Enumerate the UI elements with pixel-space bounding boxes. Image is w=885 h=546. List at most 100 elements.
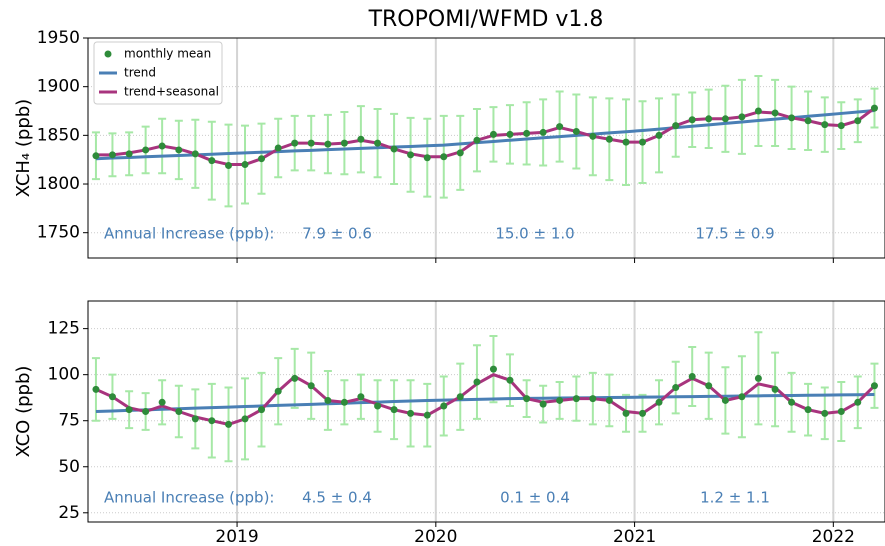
point [307,139,315,147]
point [721,115,729,123]
annotation: 0.1 ± 0.4 [500,489,570,507]
plot-area [91,74,879,208]
point [788,114,796,122]
y-axis-label: XCH₄ (ppb) [13,99,34,197]
point [158,398,166,406]
annotation: 1.2 ± 1.1 [700,489,770,507]
x-tick-label: 2021 [613,527,656,546]
point [407,151,415,159]
point [721,396,729,404]
point [688,116,696,124]
point [672,122,680,130]
annotation: 7.9 ± 0.6 [302,225,372,243]
point [605,135,613,143]
point [324,396,332,404]
point [191,415,199,423]
point [639,409,647,417]
point [208,417,216,425]
point [340,139,348,147]
plot-frame [87,37,885,259]
point [639,138,647,146]
point [456,393,464,401]
point [854,117,862,125]
point [738,393,746,401]
point [837,122,845,130]
point [125,406,133,414]
point [390,145,398,153]
annotation: 15.0 ± 1.0 [495,225,574,243]
point [241,161,249,169]
point [821,409,829,417]
point [125,150,133,158]
point [605,396,613,404]
point [142,408,150,415]
point [357,393,365,401]
point [539,128,547,136]
x-tick-label: 2022 [812,527,855,546]
point [307,382,315,390]
point [821,121,829,129]
point [423,154,431,162]
point [589,395,597,403]
point [489,130,497,138]
annotation: Annual Increase (ppb): [104,225,274,243]
legend-marker [104,50,112,58]
point [854,398,862,406]
point [108,151,116,159]
point [258,406,266,414]
y-tick-label: 1800 [37,174,80,194]
point [274,387,282,395]
point [655,398,663,406]
annotation: 17.5 ± 0.9 [695,225,774,243]
y-tick-label: 1950 [37,28,80,48]
point [622,138,630,146]
point [804,406,812,414]
point [324,140,332,148]
point [489,365,497,373]
plot-frame [87,300,885,523]
point [175,408,183,415]
point [92,385,100,393]
annotation: Annual Increase (ppb): [104,489,274,507]
point [158,142,166,150]
point [870,382,878,390]
point [622,409,630,417]
point [837,408,845,415]
point [208,157,216,165]
y-tick-label: 75 [58,411,80,431]
point [754,374,762,382]
point [357,135,365,143]
point [804,117,812,125]
point [705,382,713,390]
point [572,395,580,403]
point [473,378,481,386]
point [108,393,116,401]
point [440,402,448,410]
point [870,104,878,112]
point [788,398,796,406]
point [423,411,431,419]
point [390,406,398,414]
point [556,123,564,131]
point [473,136,481,144]
point [291,374,299,382]
point [456,149,464,157]
y-tick-label: 50 [58,457,80,477]
point [274,144,282,152]
legend-label: trend+seasonal [124,85,219,99]
point [771,385,779,393]
y-tick-label: 100 [48,365,80,385]
point [440,153,448,161]
point [506,376,514,384]
point [241,415,249,423]
point [672,384,680,392]
point [754,107,762,115]
plot-area [91,331,879,463]
line [95,109,875,161]
legend-label: trend [124,66,156,80]
point [523,395,531,403]
chart-title: TROPOMI/WFMD v1.8 [368,7,604,32]
y-tick-label: 1850 [37,125,80,145]
point [340,398,348,406]
